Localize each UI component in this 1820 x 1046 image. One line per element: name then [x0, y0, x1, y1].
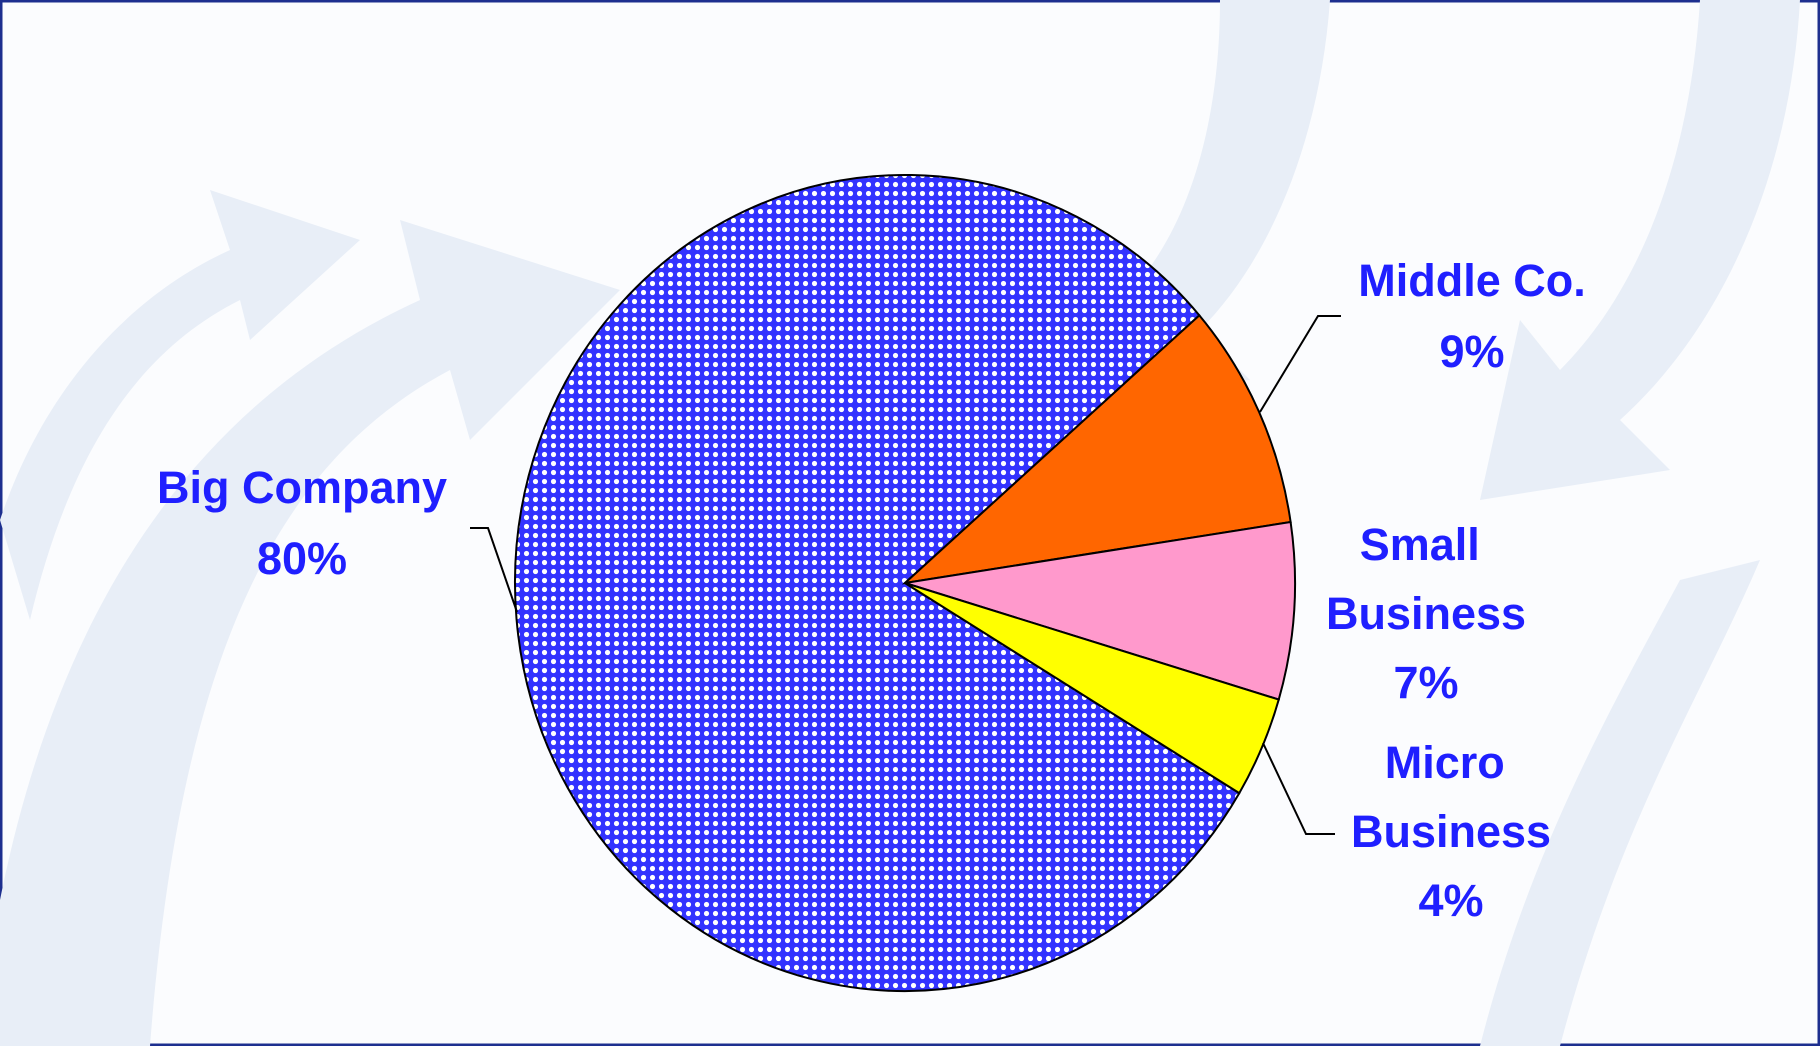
leader-line	[470, 527, 518, 613]
labels: Big Company 80% Middle Co. 9% Small Business…	[157, 255, 1586, 926]
pie-slice	[901, 313, 1292, 585]
pie	[514, 174, 1296, 993]
value-label: 7%	[1393, 657, 1458, 708]
slice-label: Micro Business	[1351, 737, 1551, 857]
pie-slice	[904, 520, 1296, 701]
leader-line	[1259, 315, 1341, 413]
leader-line	[1262, 742, 1335, 835]
slice-label: Small Business	[1326, 519, 1526, 639]
value-label: 4%	[1418, 875, 1483, 926]
value-label: 80%	[257, 533, 347, 584]
slice-label: Middle Co.	[1358, 255, 1585, 306]
slice-label: Big Company	[157, 462, 447, 513]
value-label: 9%	[1439, 326, 1504, 377]
pie-slice	[904, 582, 1280, 795]
pie-slice	[514, 174, 1241, 993]
